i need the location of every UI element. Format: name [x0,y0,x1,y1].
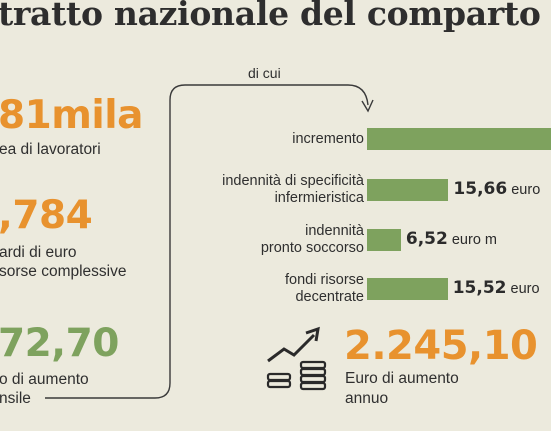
bar-label-0-line0: incremento [292,130,364,147]
stat-monthly-desc-line2: nsile [0,390,31,407]
stat-resources-desc-line2: sorse complessive [0,263,127,280]
bar-3 [367,278,448,300]
bar-label-2-line0: indennità [305,223,364,239]
bar-1 [367,179,449,201]
total-increase-desc-line1: Euro di aumento [345,370,459,387]
stat-monthly-value: 72,70 [0,321,119,366]
total-increase-desc-line2: annuo [345,390,389,407]
stat-monthly-desc-line1: o di aumento [0,371,89,388]
stat-resources-value: ,784 [0,193,93,238]
coins-growth-icon [266,326,327,391]
bar-value-2: 6,52 euro m [405,229,498,249]
bar-label-2-line1: pronto soccorso [260,240,364,256]
bar-0 [367,128,551,150]
stat-workers-value: 81mila [0,93,143,138]
total-increase-value: 2.245,10 [344,323,538,369]
page-title: tratto nazionale del comparto S [0,0,551,33]
stat-workers-desc: ea di lavoratori [0,141,101,158]
bar-label-1-line0: indennità di specificità [222,173,364,189]
di-cui-label: di cui [248,65,281,81]
bar-label-3-line1: decentrate [295,289,364,305]
bar-label-3-line0: fondi risorse [285,272,364,288]
bar-value-1: 15,66 euro [453,179,541,199]
bar-2 [367,229,401,251]
bar-value-3: 15,52 euro [452,278,540,298]
stat-resources-desc-line1: ardi di euro [0,244,77,261]
bar-label-1-line1: infermieristica [274,190,364,206]
